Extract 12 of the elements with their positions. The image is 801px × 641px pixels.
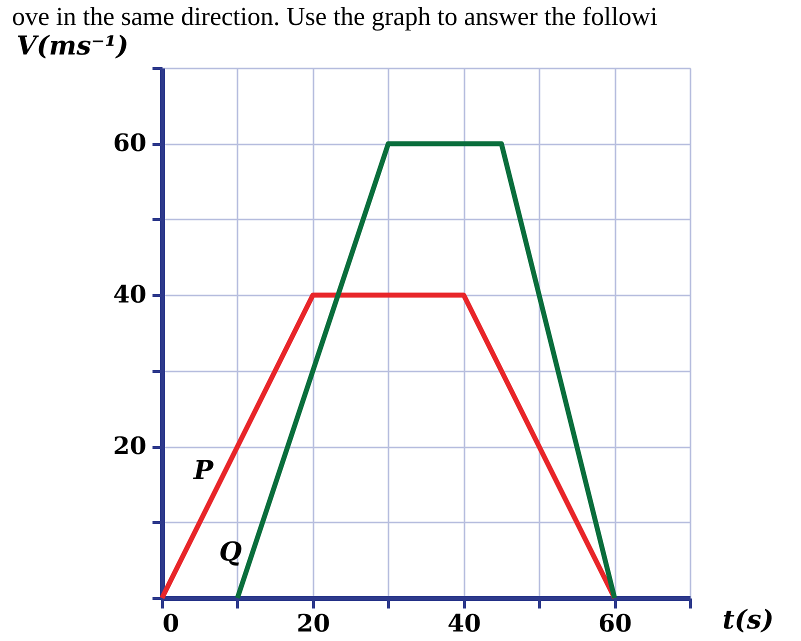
series-label: P <box>192 456 215 486</box>
x-tick-label: 0 <box>162 608 180 638</box>
y-tick-label: 20 <box>113 431 146 460</box>
y-axis-title: V(ms⁻¹) <box>16 32 129 62</box>
x-axis-title: t(s) <box>722 606 774 636</box>
x-tick-label: 40 <box>448 608 481 638</box>
x-tick-label: 20 <box>296 608 330 638</box>
x-tick-label: 60 <box>598 608 632 638</box>
series-label: Q <box>219 538 242 568</box>
y-tick-label: 40 <box>113 280 146 309</box>
y-tick-label: 60 <box>113 128 146 158</box>
text: ove in the same direction. Use the graph to answer the followi <box>12 2 658 31</box>
